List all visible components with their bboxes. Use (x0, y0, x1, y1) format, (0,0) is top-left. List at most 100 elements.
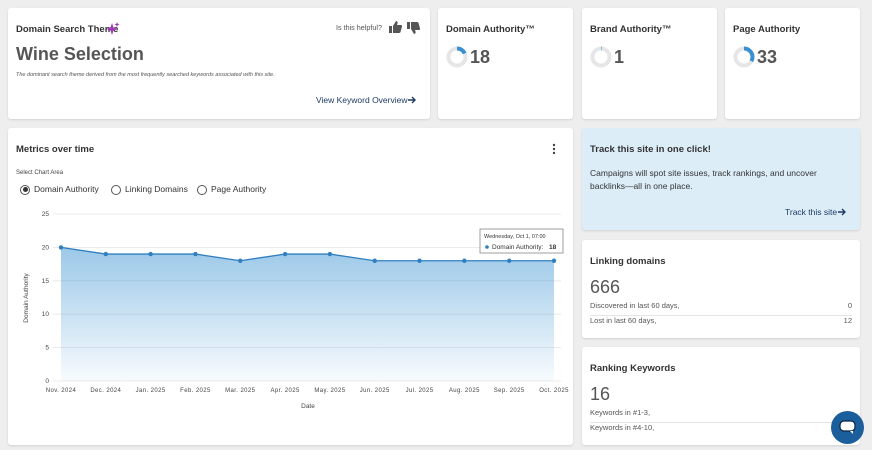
radio-option[interactable]: Linking Domains (111, 184, 188, 195)
card-title: Domain Search Theme (16, 24, 119, 35)
stat-row: Discovered in last 60 days, 0 (590, 301, 852, 316)
x-tick-label: Aug. 2025 (449, 388, 480, 394)
tooltip-label: Domain Authority: (492, 244, 543, 251)
point (327, 251, 333, 257)
ranking-count: 16 (590, 384, 611, 404)
point (238, 258, 243, 263)
score-card: Page Authority 33 (725, 8, 860, 119)
row-label: Keywords in #1-3, (590, 408, 651, 417)
score-value: 18 (470, 47, 491, 67)
y-tick-label: 10 (42, 311, 50, 318)
point (58, 245, 64, 250)
score-card: Brand Authority™ 1 (582, 8, 717, 119)
radio-option[interactable]: Domain Authority (20, 184, 99, 195)
tooltip-value: 18 (549, 244, 557, 251)
point (372, 258, 377, 263)
arrow-icon (838, 208, 846, 216)
theme-description: The dominant search theme derived from t… (16, 72, 275, 78)
card-title: Track this site in one click! (590, 144, 711, 155)
chart: 0 5 10 15 20 25 Nov. 2024 Dec. 2024 Jan. 2025 Feb… (23, 211, 569, 410)
donut-arc (733, 46, 755, 68)
y-tick-label: 15 (42, 278, 50, 285)
area (61, 247, 554, 381)
x-tick-label: Sep. 2025 (494, 388, 525, 394)
ranking-card: Ranking Keywords 16 Keywords in #1-3, Ke… (582, 347, 860, 445)
point (417, 258, 422, 263)
y-tick-label: 5 (45, 345, 49, 352)
arrow-icon (408, 96, 416, 104)
row-value: 12 (843, 316, 852, 325)
card-title: Metrics over time (16, 144, 95, 155)
y-axis-label: Domain Authority (23, 273, 30, 323)
score-donut (590, 46, 612, 68)
x-tick-label: Dec. 2024 (90, 388, 121, 394)
row-label: Lost in last 60 days, (590, 316, 657, 325)
x-tick-label: Nov. 2024 (46, 388, 77, 394)
point (193, 251, 198, 257)
score-donut (446, 46, 468, 68)
point (148, 251, 153, 257)
select-label: Select Chart Area (16, 170, 64, 176)
track-link[interactable]: Track this site (785, 207, 838, 217)
point (282, 251, 288, 257)
radio-option[interactable]: Page Authority (197, 184, 266, 195)
score-value: 33 (757, 47, 778, 67)
score-value: 1 (614, 47, 625, 67)
track-text: Campaigns will spot site issues, track r… (590, 168, 817, 191)
point (506, 258, 512, 263)
card-title: Page Authority (733, 24, 801, 35)
card-title: Brand Authority™ (590, 24, 672, 35)
point (551, 258, 557, 263)
card-title: Linking domains (590, 256, 666, 267)
point (462, 258, 467, 263)
x-tick-label: Mar. 2025 (225, 388, 256, 394)
card-title: Ranking Keywords (590, 363, 676, 374)
chat-icon (839, 420, 856, 434)
x-tick-label: Oct. 2025 (539, 388, 569, 394)
row-label: Discovered in last 60 days, (590, 301, 680, 310)
row-label: Keywords in #4-10, (590, 423, 655, 432)
card-title: Domain Authority™ (446, 24, 535, 35)
stat-row: Keywords in #4-10, (590, 423, 852, 437)
x-tick-label: Jun. 2025 (360, 388, 390, 394)
x-tick-label: Jul. 2025 (406, 388, 434, 394)
stat-row: Lost in last 60 days, 12 (590, 316, 852, 330)
menu-icon[interactable] (551, 143, 557, 155)
tooltip-box (479, 228, 564, 254)
theme-name: Wine Selection (16, 44, 144, 64)
thumbs-up[interactable] (388, 20, 402, 34)
score-donut (733, 46, 755, 68)
donut-arc (590, 46, 612, 68)
x-axis-label: Date (301, 403, 315, 410)
y-tick-label: 20 (42, 244, 50, 251)
x-tick-label: Feb. 2025 (180, 388, 211, 394)
y-tick-label: 25 (42, 211, 50, 218)
option-label: Linking Domains (125, 184, 188, 194)
metrics-card: Metrics over time Select Chart Area Doma… (8, 128, 573, 445)
line (60, 246, 554, 262)
thumbs-down[interactable] (406, 21, 420, 35)
donut-track (590, 46, 612, 68)
row-value: 0 (847, 301, 852, 310)
score-card: Domain Authority™ 18 (438, 8, 573, 119)
option-label: Domain Authority (34, 184, 99, 194)
chat-button[interactable] (831, 411, 864, 444)
x-tick-label: Jan. 2025 (136, 388, 166, 394)
theme-card: Domain Search Theme Is this helpful? Win… (8, 8, 430, 119)
tooltip-date: Wednesday, Oct 1, 07:00 (484, 234, 546, 240)
option-label: Page Authority (211, 184, 267, 194)
linking-card: Linking domains 666 Discovered in last 6… (582, 240, 860, 338)
track-card: Track this site in one click! Campaigns … (582, 128, 860, 230)
x-tick-label: Apr. 2025 (270, 388, 300, 394)
helpful-prompt: Is this helpful? (336, 23, 382, 32)
y-tick-label: 0 (45, 378, 49, 385)
tooltip-dot (485, 245, 489, 249)
keyword-overview-link[interactable]: View Keyword Overview (316, 95, 408, 105)
donut-arc (446, 46, 468, 68)
point (103, 251, 109, 257)
x-tick-label: May. 2025 (314, 388, 345, 394)
stat-row: Keywords in #1-3, (590, 408, 852, 423)
linking-count: 666 (590, 277, 621, 297)
sparkle-icon (106, 22, 120, 35)
